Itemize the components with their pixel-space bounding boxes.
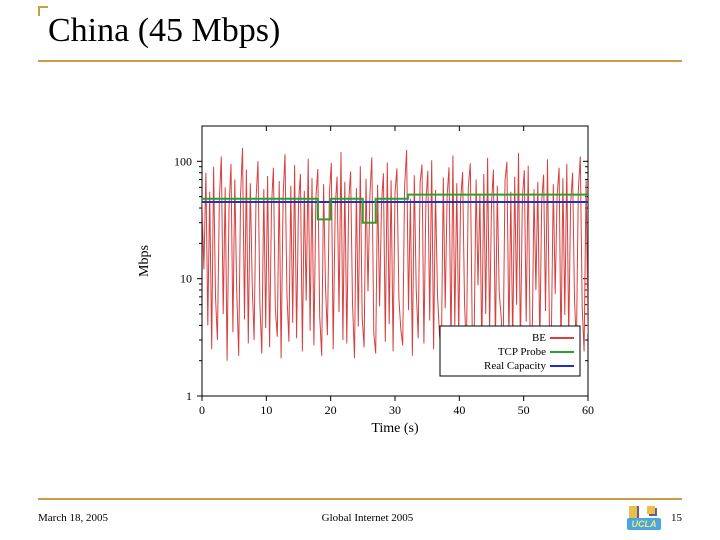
footer-row: March 18, 2005 Global Internet 2005 UCLA… (0, 506, 720, 530)
svg-text:100: 100 (174, 154, 192, 168)
svg-text:1: 1 (186, 389, 192, 403)
title-corner-ornament (38, 6, 48, 16)
footer: March 18, 2005 Global Internet 2005 UCLA… (0, 498, 720, 530)
ucla-logo: UCLA (627, 506, 661, 530)
svg-text:Real Capacity: Real Capacity (484, 360, 547, 372)
svg-text:0: 0 (199, 403, 205, 417)
footer-right: UCLA 15 (627, 506, 682, 530)
svg-text:BE: BE (532, 332, 546, 344)
svg-text:60: 60 (582, 403, 594, 417)
slide: China (45 Mbps) 0 10 20 30 40 50 60 1 10 100 Time … (0, 0, 720, 540)
svg-text:10: 10 (180, 272, 192, 286)
page-number: 15 (671, 512, 682, 524)
svg-text:30: 30 (389, 403, 401, 417)
svg-text:50: 50 (518, 403, 530, 417)
footer-date: March 18, 2005 (38, 512, 108, 524)
svg-text:TCP Probe: TCP Probe (498, 346, 546, 358)
svg-text:Time (s): Time (s) (371, 421, 419, 436)
footer-divider (38, 498, 682, 500)
svg-text:10: 10 (260, 403, 272, 417)
mbps-chart: 0 10 20 30 40 50 60 1 10 100 Time (s) Mbps BE TCP Pro… (130, 110, 610, 450)
footer-center: Global Internet 2005 (322, 512, 414, 524)
chart-svg: 0 10 20 30 40 50 60 1 10 100 Time (s) Mbps BE TCP Pro… (130, 110, 610, 450)
title-region: China (45 Mbps) (38, 6, 682, 62)
svg-text:40: 40 (453, 403, 465, 417)
slide-title: China (45 Mbps) (38, 6, 682, 58)
svg-text:Mbps: Mbps (137, 245, 152, 277)
svg-text:20: 20 (325, 403, 337, 417)
title-underline (38, 60, 682, 62)
